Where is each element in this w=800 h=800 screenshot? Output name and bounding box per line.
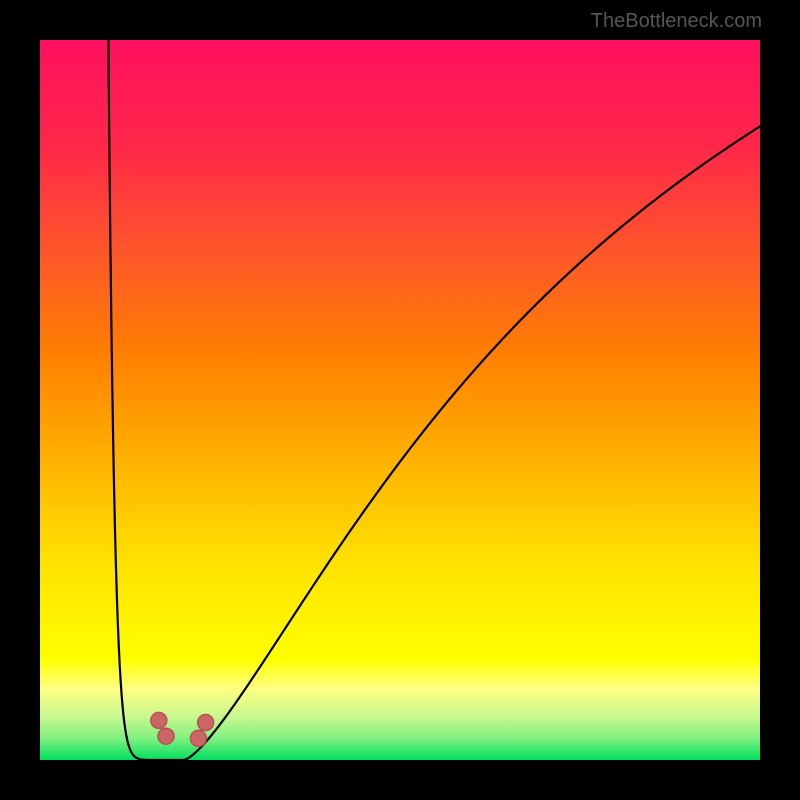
watermark-text: TheBottleneck.com xyxy=(591,10,762,33)
data-marker xyxy=(190,730,206,746)
data-marker xyxy=(158,728,174,744)
data-marker xyxy=(151,712,167,728)
data-marker xyxy=(198,715,214,731)
plot-svg xyxy=(40,40,760,760)
gradient-background xyxy=(40,40,760,760)
chart-frame: TheBottleneck.com xyxy=(0,0,800,800)
plot-area xyxy=(40,40,760,760)
